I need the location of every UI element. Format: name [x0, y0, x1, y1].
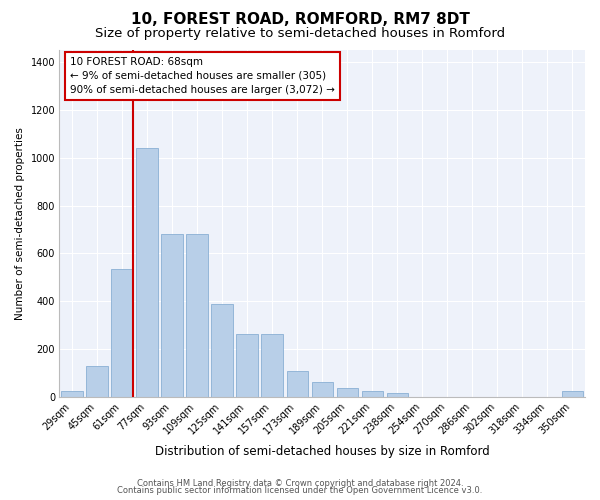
- Bar: [136, 148, 158, 397]
- Text: Size of property relative to semi-detached houses in Romford: Size of property relative to semi-detach…: [95, 28, 505, 40]
- Text: 10 FOREST ROAD: 68sqm
← 9% of semi-detached houses are smaller (305)
90% of semi: 10 FOREST ROAD: 68sqm ← 9% of semi-detac…: [70, 57, 335, 95]
- Bar: [236, 334, 258, 397]
- Text: 10, FOREST ROAD, ROMFORD, RM7 8DT: 10, FOREST ROAD, ROMFORD, RM7 8DT: [131, 12, 469, 28]
- Text: Contains HM Land Registry data © Crown copyright and database right 2024.: Contains HM Land Registry data © Crown c…: [137, 478, 463, 488]
- Bar: [262, 334, 283, 397]
- Bar: [187, 234, 208, 397]
- Y-axis label: Number of semi-detached properties: Number of semi-detached properties: [15, 127, 25, 320]
- X-axis label: Distribution of semi-detached houses by size in Romford: Distribution of semi-detached houses by …: [155, 444, 490, 458]
- Bar: [386, 394, 408, 397]
- Bar: [86, 366, 107, 397]
- Bar: [211, 304, 233, 397]
- Text: Contains public sector information licensed under the Open Government Licence v3: Contains public sector information licen…: [118, 486, 482, 495]
- Bar: [362, 391, 383, 397]
- Bar: [337, 388, 358, 397]
- Bar: [111, 269, 133, 397]
- Bar: [311, 382, 333, 397]
- Bar: [61, 391, 83, 397]
- Bar: [287, 371, 308, 397]
- Bar: [161, 234, 182, 397]
- Bar: [562, 391, 583, 397]
